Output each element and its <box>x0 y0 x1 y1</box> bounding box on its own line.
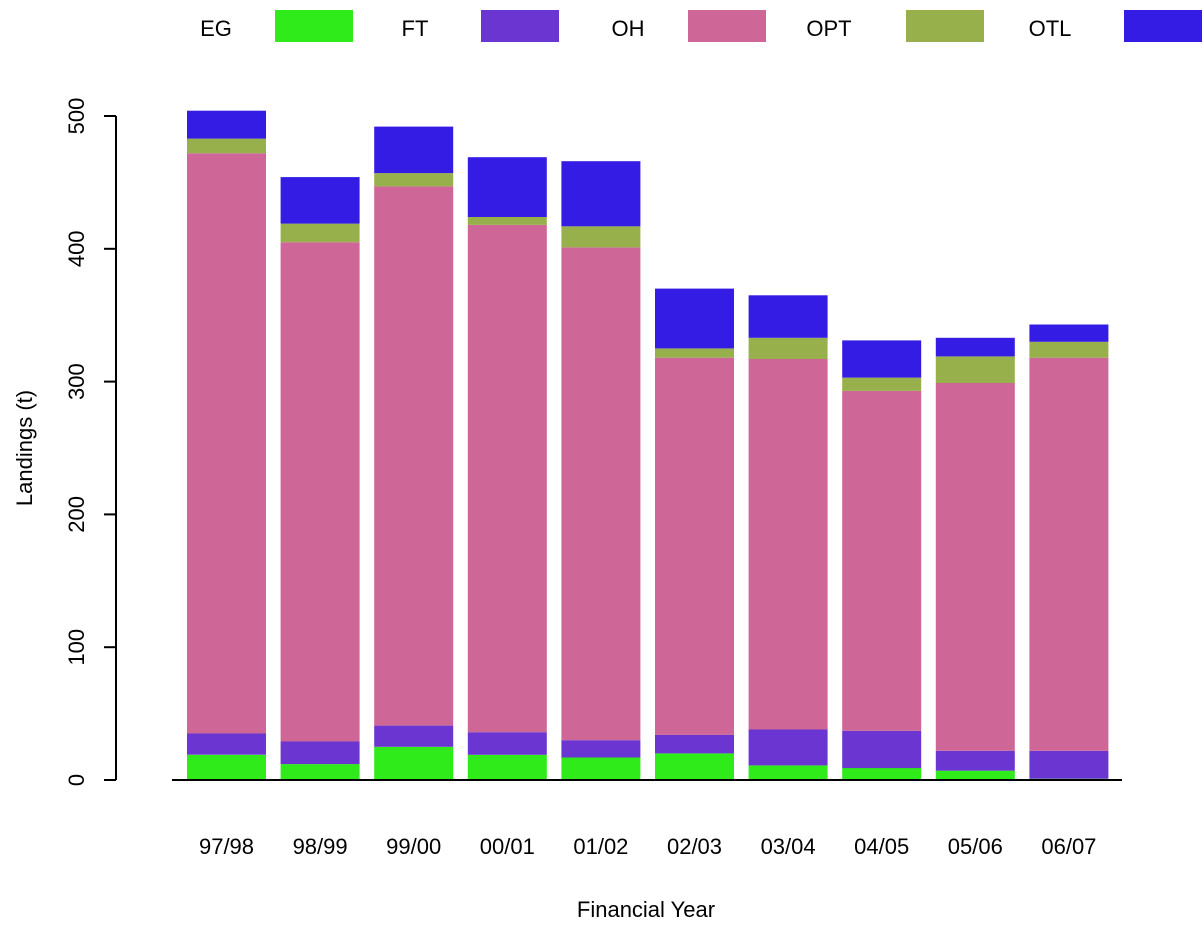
y-tick-label: 500 <box>64 98 89 135</box>
x-tick-label: 99/00 <box>386 834 441 859</box>
y-tick-label: 400 <box>64 230 89 267</box>
bar-segment-otl-05-06 <box>935 337 1015 357</box>
bar-segment-oh-04-05 <box>842 390 922 731</box>
bar-segment-oh-02-03 <box>655 357 734 735</box>
plot-area <box>187 110 1109 780</box>
bar-segment-otl-06-07 <box>1029 324 1109 342</box>
x-tick-label: 04/05 <box>854 834 909 859</box>
bar-segment-opt-97-98 <box>187 138 266 154</box>
bar-segment-eg-04-05 <box>842 768 922 780</box>
legend-label-oh: OH <box>612 16 645 41</box>
legend-swatch-otl <box>1124 10 1202 42</box>
x-tick-label: 01/02 <box>573 834 628 859</box>
bar-segment-eg-03-04 <box>748 765 828 780</box>
bar-segment-ft-06-07 <box>1029 750 1109 779</box>
bar-segment-eg-97-98 <box>187 754 266 780</box>
bar-segment-otl-99-00 <box>374 126 454 174</box>
bar-segment-otl-01-02 <box>561 161 641 227</box>
bar-segment-otl-02-03 <box>655 288 734 349</box>
bar-segment-eg-01-02 <box>561 757 641 780</box>
y-axis-title: Landings (t) <box>12 390 37 506</box>
bar-segment-otl-00-01 <box>467 157 547 217</box>
bar-segment-oh-01-02 <box>561 247 641 741</box>
bar-segment-ft-00-01 <box>467 732 547 755</box>
bar-segment-ft-01-02 <box>561 740 641 758</box>
legend-label-eg: EG <box>200 16 232 41</box>
bar-segment-ft-04-05 <box>842 730 922 769</box>
bar-segment-opt-00-01 <box>467 216 547 225</box>
bar-segment-ft-99-00 <box>374 725 454 747</box>
bar-segment-opt-03-04 <box>748 337 828 359</box>
bar-segment-otl-03-04 <box>748 295 828 338</box>
y-tick-label: 100 <box>64 629 89 666</box>
bar-segment-otl-97-98 <box>187 110 266 139</box>
x-tick-label: 97/98 <box>199 834 254 859</box>
x-tick-label: 00/01 <box>480 834 535 859</box>
bar-segment-oh-05-06 <box>935 382 1015 751</box>
legend: EG FT OH OPT OTL <box>200 10 1202 42</box>
bar-segment-ft-97-98 <box>187 733 266 755</box>
y-tick-label: 0 <box>64 774 89 786</box>
bar-segment-opt-02-03 <box>655 348 734 358</box>
bar-segment-opt-98-99 <box>280 223 360 243</box>
bar-segment-otl-98-99 <box>280 177 360 224</box>
bar-segment-ft-05-06 <box>935 750 1015 771</box>
bar-segment-opt-04-05 <box>842 377 922 391</box>
bar-segment-otl-04-05 <box>842 340 922 378</box>
x-axis-tick-labels: 97/98 98/99 99/00 00/01 01/02 02/03 03/04 04/05… <box>199 834 1096 859</box>
bar-segment-ft-98-99 <box>280 741 360 765</box>
legend-swatch-ft <box>481 10 559 42</box>
legend-label-ft: FT <box>402 16 429 41</box>
bar-segment-eg-05-06 <box>935 770 1015 780</box>
y-axis: 0 100 200 300 400 500 <box>64 98 117 786</box>
bar-segment-oh-98-99 <box>280 242 360 742</box>
y-tick-label: 200 <box>64 496 89 533</box>
x-tick-label: 98/99 <box>293 834 348 859</box>
x-tick-label: 05/06 <box>948 834 1003 859</box>
bar-segment-ft-03-04 <box>748 729 828 766</box>
x-tick-label: 03/04 <box>761 834 816 859</box>
bar-segment-eg-00-01 <box>467 754 547 780</box>
bar-segment-opt-01-02 <box>561 226 641 248</box>
legend-swatch-eg <box>275 10 353 42</box>
legend-label-opt: OPT <box>806 16 851 41</box>
bar-segment-oh-97-98 <box>187 153 266 734</box>
x-tick-label: 02/03 <box>667 834 722 859</box>
bar-segment-oh-00-01 <box>467 224 547 733</box>
legend-label-otl: OTL <box>1029 16 1072 41</box>
bar-segment-opt-05-06 <box>935 356 1015 383</box>
y-tick-label: 300 <box>64 363 89 400</box>
bar-segment-opt-99-00 <box>374 173 454 187</box>
legend-swatch-opt <box>906 10 984 42</box>
x-axis-title: Financial Year <box>577 897 715 922</box>
bar-segment-eg-98-99 <box>280 764 360 780</box>
bar-segment-eg-02-03 <box>655 753 734 780</box>
bar-segment-oh-03-04 <box>748 359 828 730</box>
bar-segment-oh-99-00 <box>374 186 454 726</box>
bar-segment-eg-99-00 <box>374 746 454 780</box>
x-tick-label: 06/07 <box>1041 834 1096 859</box>
bar-segment-oh-06-07 <box>1029 357 1109 751</box>
legend-swatch-oh <box>688 10 766 42</box>
bar-segment-opt-06-07 <box>1029 341 1109 358</box>
bar-segment-ft-02-03 <box>655 734 734 754</box>
